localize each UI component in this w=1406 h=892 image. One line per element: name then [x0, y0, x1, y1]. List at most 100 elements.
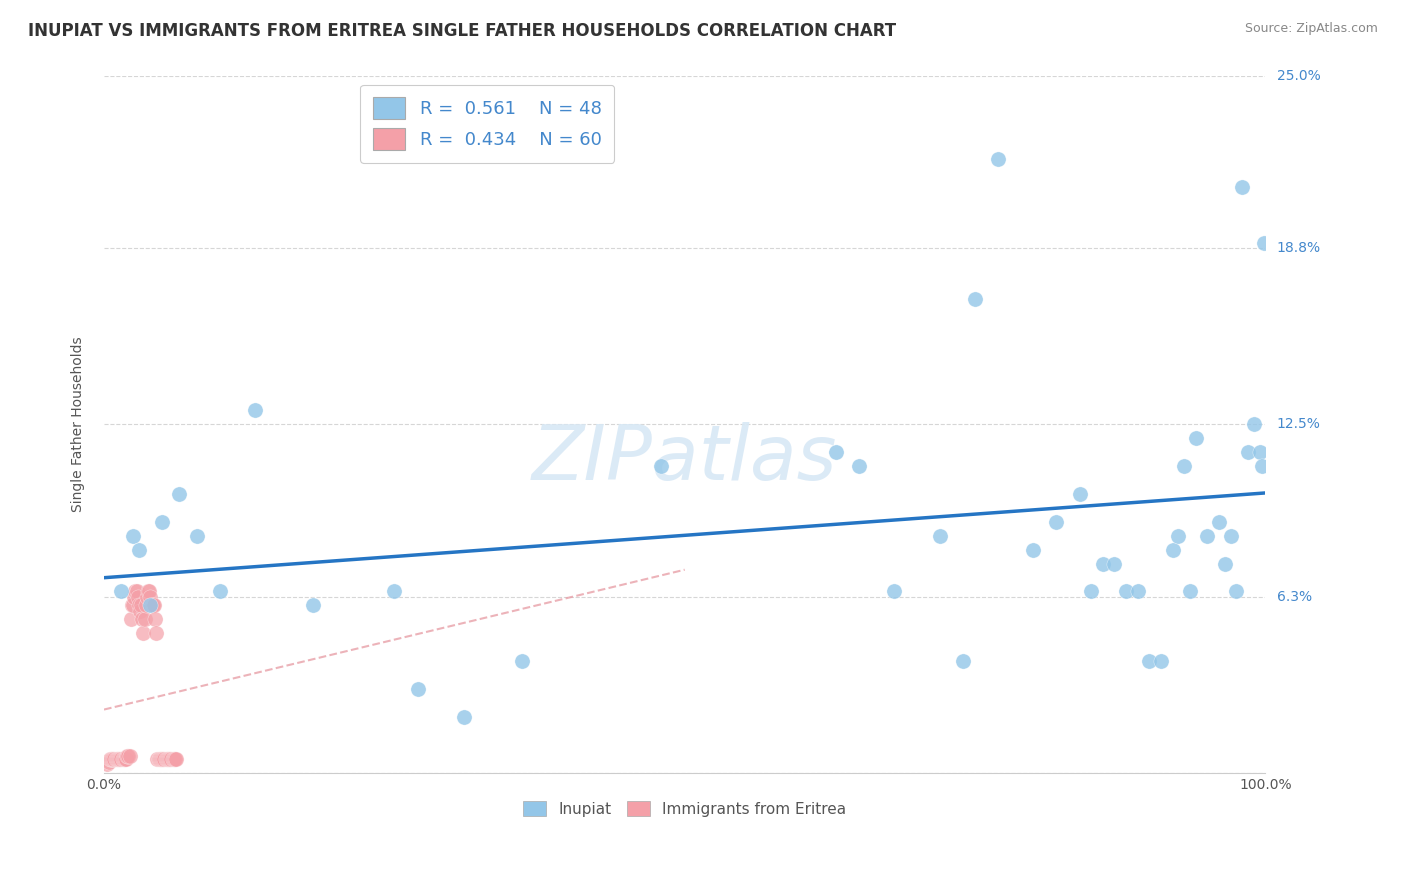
Point — [157, 752, 180, 766]
Point — [142, 599, 165, 613]
Point — [136, 584, 159, 599]
Point — [1237, 445, 1260, 459]
Point — [115, 749, 138, 764]
Point — [406, 682, 429, 697]
Point — [510, 654, 533, 668]
Point — [118, 749, 141, 764]
Point — [824, 445, 846, 459]
Text: 18.8%: 18.8% — [1277, 242, 1320, 255]
Point — [97, 755, 120, 769]
Point — [1069, 487, 1091, 501]
Point — [138, 584, 160, 599]
Point — [302, 599, 325, 613]
Point — [243, 403, 266, 417]
Point — [105, 752, 128, 766]
Point — [129, 599, 152, 613]
Point — [1225, 584, 1247, 599]
Point — [1080, 584, 1102, 599]
Point — [139, 599, 162, 613]
Point — [145, 626, 167, 640]
Point — [134, 612, 156, 626]
Point — [155, 752, 177, 766]
Point — [650, 458, 672, 473]
Point — [146, 752, 169, 766]
Point — [1126, 584, 1149, 599]
Point — [1104, 557, 1126, 571]
Point — [1197, 529, 1219, 543]
Point — [1178, 584, 1201, 599]
Point — [1115, 584, 1137, 599]
Point — [1219, 529, 1241, 543]
Point — [1045, 515, 1067, 529]
Point — [131, 612, 153, 626]
Point — [96, 757, 118, 772]
Point — [110, 752, 132, 766]
Text: Source: ZipAtlas.com: Source: ZipAtlas.com — [1244, 22, 1378, 36]
Point — [112, 752, 135, 766]
Point — [107, 752, 129, 766]
Point — [103, 752, 125, 766]
Point — [453, 710, 475, 724]
Point — [1184, 431, 1206, 445]
Point — [1249, 445, 1271, 459]
Point — [128, 599, 150, 613]
Point — [120, 612, 142, 626]
Point — [108, 752, 131, 766]
Point — [152, 752, 174, 766]
Point — [139, 590, 162, 604]
Point — [149, 752, 172, 766]
Point — [148, 752, 170, 766]
Point — [1173, 458, 1195, 473]
Point — [156, 752, 179, 766]
Point — [122, 590, 145, 604]
Point — [142, 599, 165, 613]
Point — [1022, 542, 1045, 557]
Point — [141, 599, 163, 613]
Point — [169, 487, 191, 501]
Point — [165, 752, 187, 766]
Point — [110, 584, 132, 599]
Point — [132, 626, 155, 640]
Point — [987, 152, 1010, 166]
Point — [1161, 542, 1184, 557]
Text: 12.5%: 12.5% — [1277, 417, 1320, 431]
Point — [111, 752, 134, 766]
Point — [929, 529, 952, 543]
Point — [156, 752, 179, 766]
Point — [150, 752, 173, 766]
Point — [100, 752, 122, 766]
Point — [382, 584, 405, 599]
Point — [125, 584, 148, 599]
Point — [135, 599, 157, 613]
Point — [128, 542, 150, 557]
Y-axis label: Single Father Households: Single Father Households — [72, 336, 86, 512]
Point — [952, 654, 974, 668]
Point — [129, 604, 152, 618]
Point — [1167, 529, 1189, 543]
Point — [883, 584, 905, 599]
Point — [1232, 180, 1254, 194]
Point — [1253, 235, 1275, 250]
Point — [149, 752, 172, 766]
Point — [136, 590, 159, 604]
Point — [150, 515, 173, 529]
Point — [1243, 417, 1265, 431]
Point — [1091, 557, 1114, 571]
Point — [848, 458, 870, 473]
Point — [143, 612, 166, 626]
Point — [122, 529, 145, 543]
Point — [162, 752, 184, 766]
Point — [104, 752, 127, 766]
Point — [127, 590, 149, 604]
Point — [121, 599, 143, 613]
Text: 25.0%: 25.0% — [1277, 69, 1320, 83]
Point — [110, 752, 132, 766]
Point — [186, 529, 208, 543]
Point — [98, 752, 121, 766]
Point — [114, 752, 136, 766]
Point — [1251, 458, 1274, 473]
Point — [124, 584, 146, 599]
Point — [1137, 654, 1160, 668]
Point — [209, 584, 232, 599]
Point — [115, 752, 138, 766]
